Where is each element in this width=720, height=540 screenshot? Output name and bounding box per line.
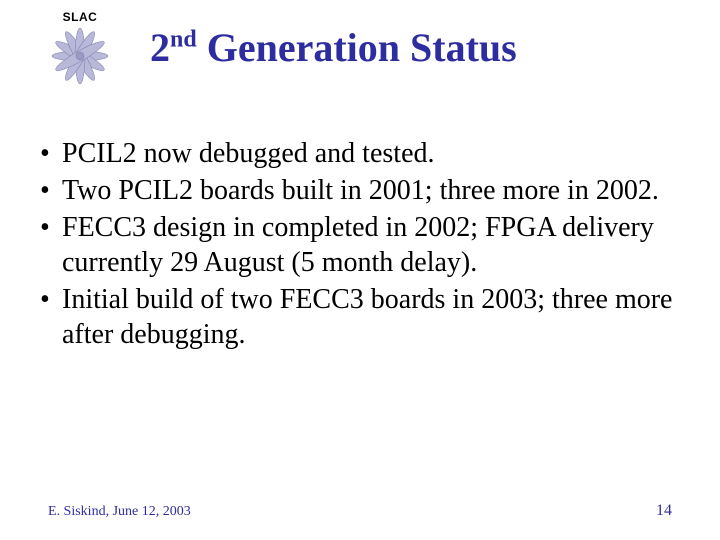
bullet-marker: • bbox=[40, 282, 62, 317]
list-item: • PCIL2 now debugged and tested. bbox=[40, 136, 680, 171]
bullet-text: FECC3 design in completed in 2002; FPGA … bbox=[62, 210, 680, 280]
bullet-marker: • bbox=[40, 136, 62, 171]
slac-logo-block: SLAC bbox=[40, 10, 120, 86]
slide-title: 2nd Generation Status bbox=[150, 24, 517, 71]
title-super: nd bbox=[170, 27, 197, 53]
list-item: • FECC3 design in completed in 2002; FPG… bbox=[40, 210, 680, 280]
bullet-marker: • bbox=[40, 210, 62, 245]
slide-number: 14 bbox=[656, 502, 672, 520]
bullet-text: PCIL2 now debugged and tested. bbox=[62, 136, 680, 171]
title-rest: Generation Status bbox=[197, 25, 517, 70]
slide-header: SLAC 2nd Generation Status bbox=[40, 10, 517, 86]
list-item: • Initial build of two FECC3 boards in 2… bbox=[40, 282, 680, 352]
list-item: • Two PCIL2 boards built in 2001; three … bbox=[40, 173, 680, 208]
bullet-text: Two PCIL2 boards built in 2001; three mo… bbox=[62, 173, 680, 208]
slac-label: SLAC bbox=[63, 10, 98, 24]
bullet-list: • PCIL2 now debugged and tested. • Two P… bbox=[40, 136, 680, 354]
footer-author-date: E. Siskind, June 12, 2003 bbox=[48, 504, 191, 520]
bullet-marker: • bbox=[40, 173, 62, 208]
slac-burst-icon bbox=[45, 26, 115, 86]
bullet-text: Initial build of two FECC3 boards in 200… bbox=[62, 282, 680, 352]
title-prefix: 2 bbox=[150, 25, 170, 70]
